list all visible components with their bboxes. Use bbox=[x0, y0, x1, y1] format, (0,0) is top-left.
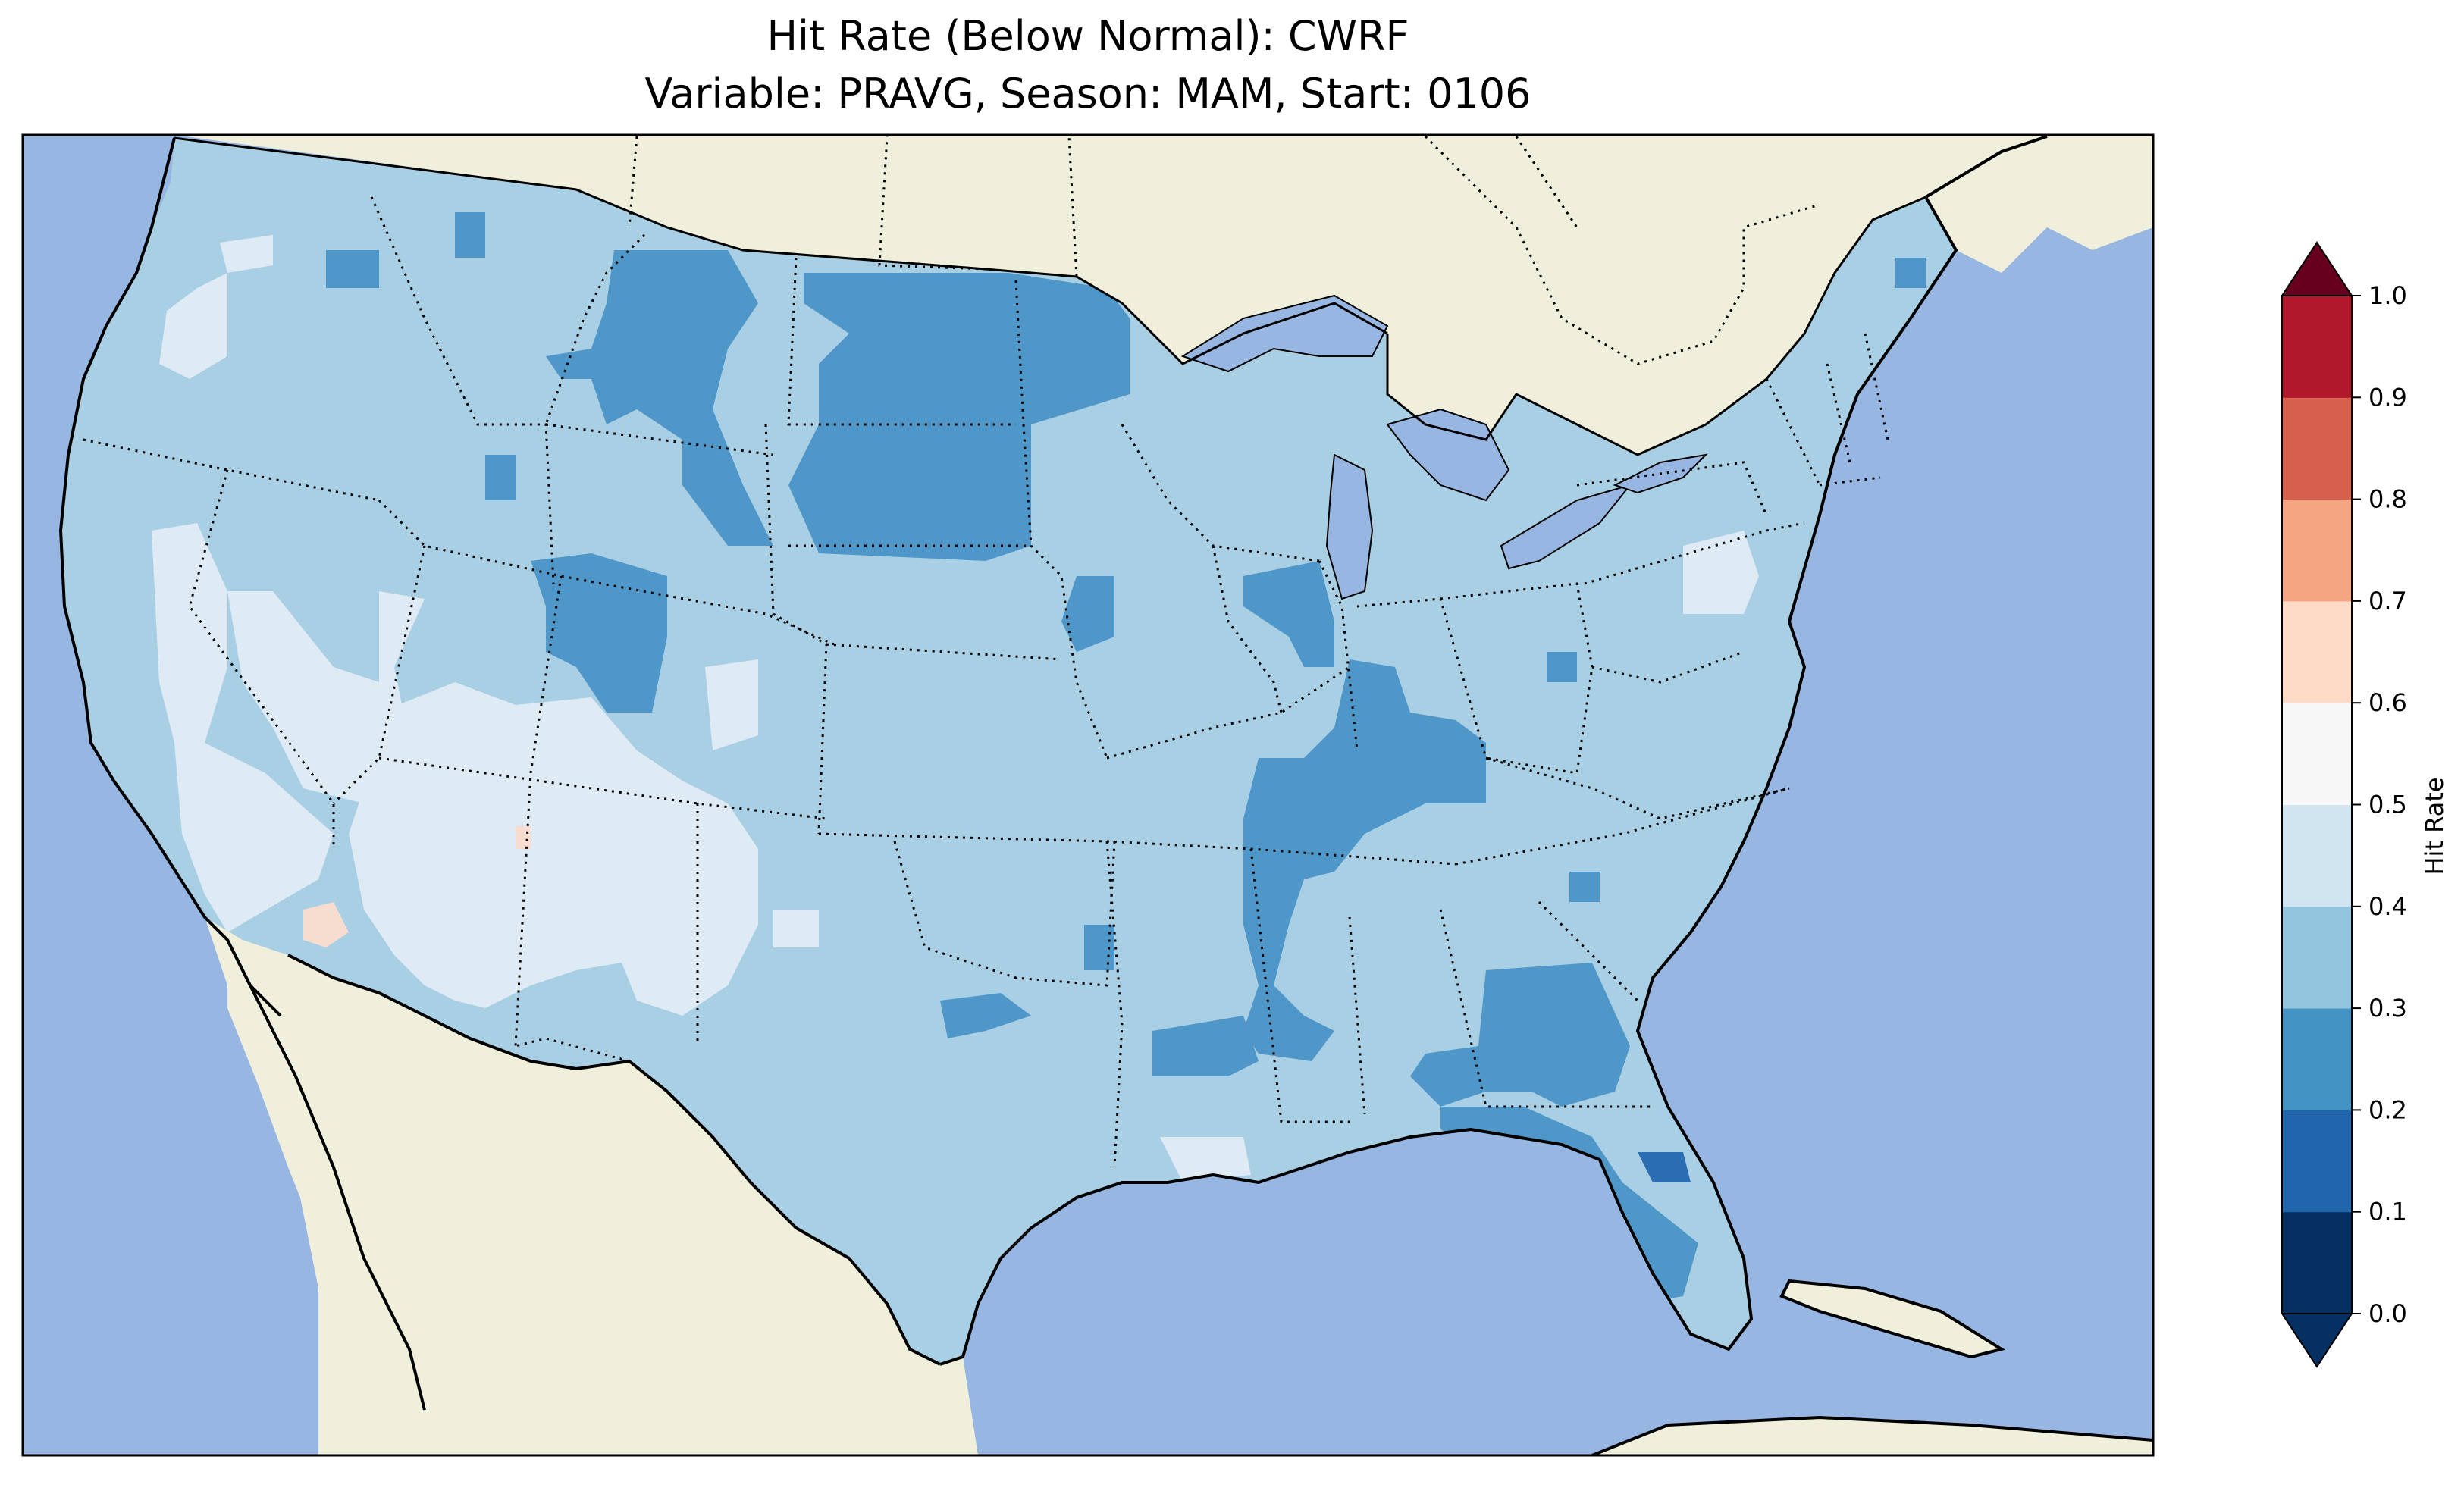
field-patch bbox=[1152, 1016, 1259, 1076]
map-title: Hit Rate (Below Normal): CWRF bbox=[766, 12, 1409, 60]
field-patch bbox=[1895, 258, 1926, 288]
state-borders bbox=[83, 135, 1889, 1168]
colorbar-bin bbox=[2282, 397, 2352, 500]
field-patch bbox=[455, 212, 485, 258]
baja-land bbox=[227, 940, 425, 1410]
field-patch bbox=[705, 659, 758, 750]
colorbar-bin bbox=[2282, 499, 2352, 602]
field-patch bbox=[1638, 1152, 1691, 1182]
great-lakes bbox=[1180, 294, 1708, 600]
coastlines bbox=[58, 135, 2153, 1455]
field-patch bbox=[940, 993, 1031, 1038]
map-subtitle: Variable: PRAVG, Season: MAM, Start: 010… bbox=[644, 70, 1531, 117]
colorbar-tick-label: 0.2 bbox=[2368, 1095, 2407, 1124]
colorbar-tick-label: 0.7 bbox=[2368, 587, 2407, 615]
colorbar-bin bbox=[2282, 600, 2352, 703]
field-patch bbox=[788, 273, 1130, 561]
field-patch bbox=[220, 235, 273, 273]
colorbar-tick-label: 0.3 bbox=[2368, 994, 2407, 1023]
colorbar-under-arrow bbox=[2281, 1313, 2353, 1368]
field-patch bbox=[485, 455, 516, 500]
field-patch bbox=[1160, 1137, 1251, 1182]
colorbar-label: Hit Rate bbox=[2420, 777, 2449, 875]
colorbar-tick-label: 0.0 bbox=[2368, 1299, 2407, 1328]
colorbar-tick-label: 0.1 bbox=[2368, 1198, 2407, 1226]
south-america-land bbox=[1592, 1417, 2153, 1455]
colorbar-bin bbox=[2282, 804, 2352, 907]
colorbar-tick-label: 0.9 bbox=[2368, 383, 2407, 412]
field-patch bbox=[326, 250, 379, 288]
field-patch bbox=[546, 250, 773, 546]
field-patch bbox=[773, 910, 819, 947]
field-patch bbox=[1547, 652, 1577, 682]
field-patch bbox=[531, 553, 667, 713]
colorbar-tick-label: 0.5 bbox=[2368, 791, 2407, 819]
colorbar-bin bbox=[2282, 1110, 2352, 1213]
field-patch bbox=[1061, 576, 1114, 652]
map-frame bbox=[21, 133, 2155, 1457]
field-patch bbox=[1683, 531, 1759, 614]
colorbar-over-arrow bbox=[2281, 241, 2353, 296]
field-patch bbox=[1410, 963, 1630, 1107]
colorbar-tick-label: 0.4 bbox=[2368, 892, 2407, 921]
hit-rate-field bbox=[61, 138, 1956, 1364]
colorbar-tick-label: 1.0 bbox=[2368, 281, 2407, 310]
colorbar-bin bbox=[2282, 1211, 2352, 1314]
colorbar-bin bbox=[2282, 703, 2352, 805]
field-patch bbox=[152, 523, 334, 932]
field-patch bbox=[159, 273, 227, 379]
colorbar-bin bbox=[2282, 296, 2352, 398]
cuba-land bbox=[1782, 1281, 2002, 1357]
field-patch bbox=[1084, 925, 1114, 970]
field-patch bbox=[1243, 659, 1486, 1061]
canada-land bbox=[174, 135, 2153, 455]
field-patch bbox=[349, 682, 758, 1016]
colorbar-bin bbox=[2282, 1008, 2352, 1110]
field-patch bbox=[1569, 872, 1600, 902]
mexico-land bbox=[205, 917, 978, 1455]
field-patch bbox=[303, 902, 349, 947]
colorbar-bin bbox=[2282, 906, 2352, 1009]
colorbar-tick-label: 0.8 bbox=[2368, 485, 2407, 514]
colorbar-tick-label: 0.6 bbox=[2368, 688, 2407, 717]
field-patch bbox=[1243, 561, 1334, 667]
